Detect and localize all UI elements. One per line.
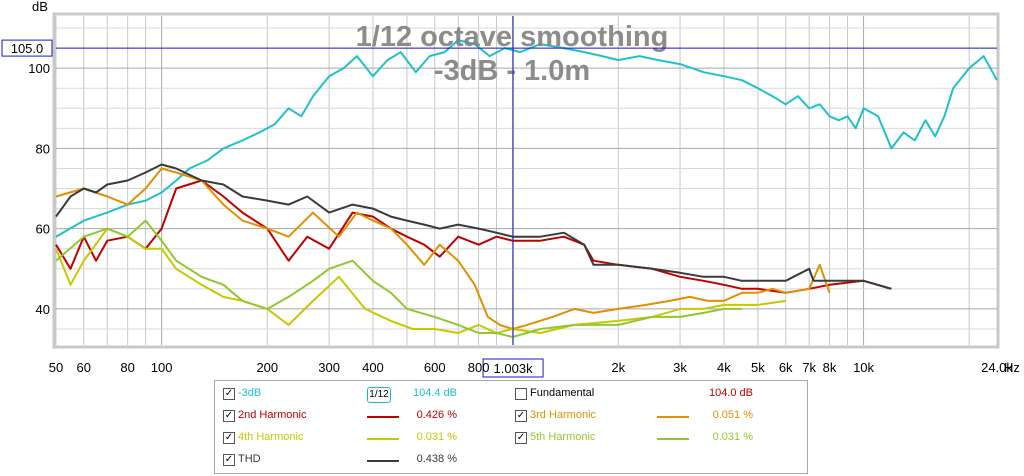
series-line-2nd-harmonic bbox=[55, 179, 892, 294]
legend-row-3rd-harmonic: ✓ 3rd Harmonic 0.051 % bbox=[515, 409, 805, 427]
legend-checkbox-2nd-harmonic[interactable]: ✓ bbox=[223, 410, 235, 422]
x-tick-label: 800 bbox=[468, 360, 490, 375]
cursor-x-readout-box bbox=[482, 358, 544, 378]
legend-label-5th-harmonic: 5th Harmonic bbox=[530, 431, 596, 443]
legend-label-4th-harmonic: 4th Harmonic bbox=[238, 431, 304, 443]
chart-subtitle: -3dB - 1.0m bbox=[434, 55, 590, 87]
x-tick-label: 60 bbox=[77, 360, 91, 375]
x-tick-label: 5k bbox=[751, 360, 765, 375]
x-axis-ticks: 50 60 80 100 200 300 400 600 800 2k 3k 4k 5k 6k 7k 8k 10… bbox=[49, 360, 1014, 375]
legend-label-fundamental: Fundamental bbox=[530, 387, 595, 399]
x-tick-label: 80 bbox=[120, 360, 134, 375]
x-tick-label: 6k bbox=[779, 360, 793, 375]
series-line-thd bbox=[55, 163, 892, 290]
x-tick-label: 3k bbox=[673, 360, 687, 375]
legend-checkbox-5th-harmonic[interactable]: ✓ bbox=[515, 432, 527, 444]
legend-swatch-thd bbox=[367, 460, 399, 462]
x-axis-unit: Hz bbox=[1004, 360, 1020, 375]
cursor-x-readout: 1.003k bbox=[494, 361, 534, 376]
x-tick-label: 400 bbox=[362, 360, 384, 375]
cursor-y-readout: 105.0 bbox=[11, 41, 44, 56]
legend-row-5th-harmonic: ✓ 5th Harmonic 0.031 % bbox=[515, 431, 805, 449]
x-tick-label: 50 bbox=[49, 360, 63, 375]
legend-value-5th-harmonic: 0.031 % bbox=[712, 431, 753, 443]
y-tick-label: 60 bbox=[36, 222, 50, 237]
legend-label-3db: -3dB bbox=[238, 387, 262, 399]
series-line-5th-harmonic bbox=[55, 219, 742, 338]
x-tick-label: 100 bbox=[151, 360, 173, 375]
legend-swatch-3rd-harmonic bbox=[657, 416, 689, 418]
y-axis-label: dB bbox=[32, 0, 48, 14]
legend-checkbox-thd[interactable]: ✓ bbox=[223, 454, 235, 466]
x-tick-label: 4k bbox=[717, 360, 731, 375]
legend-checkbox-3rd-harmonic[interactable]: ✓ bbox=[515, 410, 527, 422]
cursor-y-readout-box bbox=[1, 39, 53, 57]
x-tick-label: 300 bbox=[318, 360, 340, 375]
x-tick-label: 200 bbox=[256, 360, 278, 375]
legend-row-4th-harmonic: ✓ 4th Harmonic 0.031 % bbox=[223, 431, 513, 449]
x-tick-label: 8k bbox=[823, 360, 837, 375]
legend-row-fundamental: Fundamental 104.0 dB bbox=[515, 387, 805, 405]
legend-value-4th-harmonic: 0.031 % bbox=[416, 431, 457, 443]
legend-label-2nd-harmonic: 2nd Harmonic bbox=[238, 409, 307, 421]
legend-value-3rd-harmonic: 0.051 % bbox=[712, 409, 753, 421]
y-tick-label: 100 bbox=[28, 61, 50, 76]
legend-swatch-5th-harmonic bbox=[657, 438, 689, 440]
legend-checkbox-fundamental[interactable] bbox=[515, 388, 527, 400]
x-tick-label: 600 bbox=[424, 360, 446, 375]
legend-checkbox-4th-harmonic[interactable]: ✓ bbox=[223, 432, 235, 444]
frequency-response-chart[interactable]: 1/12 octave smoothing -3dB - 1.0m 105.01… bbox=[0, 0, 1024, 380]
x-tick-label: 10k bbox=[853, 360, 874, 375]
x-tick-label: 7k bbox=[802, 360, 816, 375]
legend-label-thd: THD bbox=[238, 453, 261, 465]
legend-value-2nd-harmonic: 0.426 % bbox=[416, 409, 457, 421]
legend-swatch-4th-harmonic bbox=[367, 438, 399, 440]
y-tick-label: 80 bbox=[36, 141, 50, 156]
x-tick-label: 2k bbox=[611, 360, 625, 375]
legend-value-3db: 104.4 dB bbox=[412, 387, 457, 399]
y-tick-label: 40 bbox=[36, 302, 50, 317]
legend-value-thd: 0.438 % bbox=[416, 453, 457, 465]
legend-checkbox-3db[interactable]: ✓ bbox=[223, 388, 235, 400]
legend-row-2nd-harmonic: ✓ 2nd Harmonic 0.426 % bbox=[223, 409, 513, 427]
smoothing-badge[interactable]: 1/12 bbox=[367, 387, 391, 403]
legend-row-3db: ✓ -3dB 1/12 104.4 dB bbox=[223, 387, 513, 405]
legend-panel: ✓ -3dB 1/12 104.4 dB Fundamental 104.0 dB ✓ 2nd… bbox=[214, 380, 808, 474]
y-axis-ticks: 40 60 80 100 bbox=[28, 61, 50, 317]
cursor-crosshair[interactable]: 105.0 1.003k bbox=[1, 16, 997, 378]
legend-value-fundamental: 104.0 dB bbox=[708, 387, 753, 399]
legend-row-thd: ✓ THD 0.438 % bbox=[223, 453, 513, 471]
legend-swatch-2nd-harmonic bbox=[367, 416, 399, 418]
grid bbox=[55, 16, 997, 345]
plot-area[interactable] bbox=[52, 12, 1000, 349]
x-tick-label: 24.0k bbox=[981, 360, 1013, 375]
legend-label-3rd-harmonic: 3rd Harmonic bbox=[530, 409, 597, 421]
